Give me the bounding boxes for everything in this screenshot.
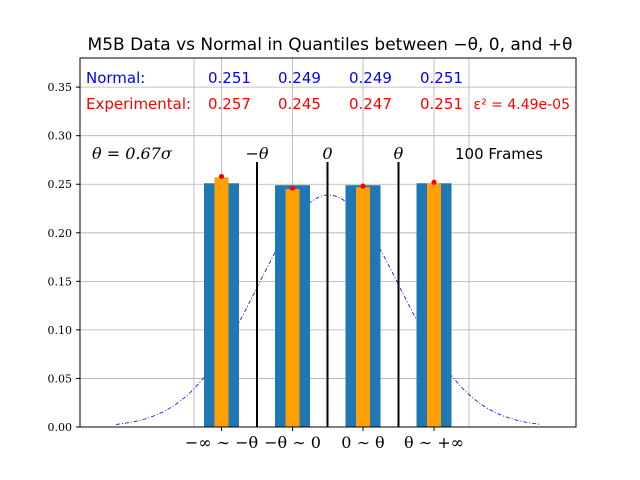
threshold-lines: −θ 0 θ — [245, 144, 404, 427]
plot-frame — [79, 57, 577, 428]
experimental-point-1 — [289, 185, 296, 191]
experimental-value-2: 0.247 — [349, 95, 392, 113]
x-tick-label-3: θ ∼ +∞ — [404, 433, 464, 452]
experimental-points — [218, 173, 437, 191]
threshold-label-0: −θ — [245, 144, 268, 163]
y-tick-label-1: 0.05 — [48, 372, 73, 385]
experimental-label: Experimental: — [86, 95, 191, 113]
experimental-bar-0 — [214, 177, 229, 427]
experimental-value-1: 0.245 — [278, 95, 321, 113]
y-tick-label-0: 0.00 — [48, 421, 73, 434]
y-tick-label-4: 0.20 — [48, 227, 73, 240]
frames-label: 100 Frames — [455, 145, 543, 163]
x-ticks: −∞ ∼ −θ −θ ∼ 0 0 ∼ θ θ ∼ +∞ — [185, 427, 464, 452]
experimental-bar-2 — [356, 187, 370, 427]
epsilon-label: ε² = 4.49e-05 — [474, 97, 570, 113]
y-tick-label-5: 0.25 — [48, 178, 73, 191]
normal-value-3: 0.251 — [420, 69, 463, 87]
normal-value-1: 0.249 — [278, 69, 321, 87]
normal-curve — [115, 194, 542, 425]
normal-value-2: 0.249 — [349, 69, 392, 87]
experimental-bar-1 — [285, 189, 300, 427]
bars — [204, 177, 452, 427]
x-tick-label-0: −∞ ∼ −θ — [185, 433, 258, 452]
experimental-value-3: 0.251 — [420, 95, 463, 113]
threshold-label-1: 0 — [322, 144, 332, 163]
experimental-point-0 — [218, 173, 225, 180]
normal-curve-layer — [115, 194, 542, 425]
y-tick-label-2: 0.10 — [48, 324, 73, 337]
y-tick-label-3: 0.15 — [48, 275, 73, 288]
y-ticks: 0.00 0.05 0.10 0.15 0.20 0.25 0.30 0.35 — [48, 81, 80, 434]
experimental-point-3 — [431, 179, 437, 185]
experimental-bar-3 — [427, 183, 441, 427]
y-tick-label-6: 0.30 — [48, 130, 73, 143]
y-tick-label-7: 0.35 — [48, 81, 73, 94]
annotations: Normal: Experimental: 0.251 0.249 0.249 0.251… — [86, 69, 570, 163]
threshold-label-2: θ — [394, 144, 404, 163]
normal-value-0: 0.251 — [208, 69, 251, 87]
normal-label: Normal: — [86, 69, 145, 87]
chart-title: M5B Data vs Normal in Quantiles between … — [88, 35, 573, 55]
x-tick-label-1: −θ ∼ 0 — [264, 433, 321, 452]
experimental-point-2 — [360, 183, 366, 189]
axes — [79, 57, 577, 428]
experimental-value-0: 0.257 — [208, 95, 251, 113]
x-tick-label-2: 0 ∼ θ — [341, 433, 384, 452]
theta-label: θ = 0.67σ — [92, 144, 173, 163]
